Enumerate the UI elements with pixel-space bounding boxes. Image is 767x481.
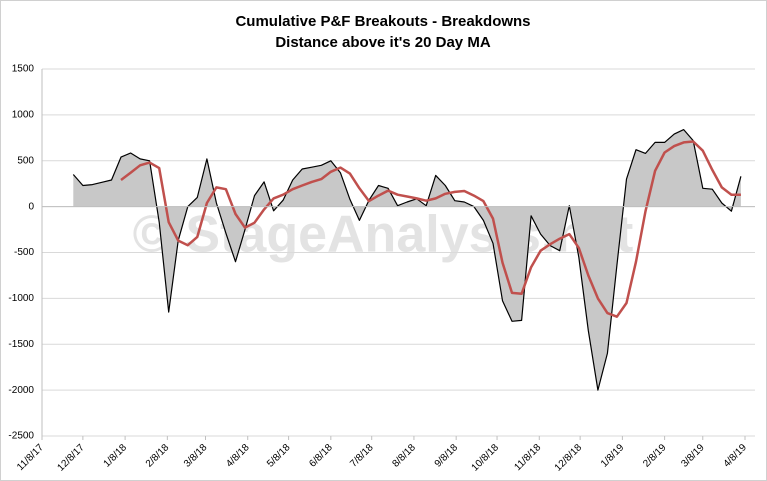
y-tick-label: -2500 — [8, 431, 34, 442]
y-tick-label: -1000 — [8, 293, 34, 304]
y-tick-label: 500 — [17, 155, 34, 166]
y-tick-label: 1500 — [12, 64, 35, 75]
ma-line — [120, 140, 741, 318]
y-tick-label: -500 — [14, 247, 34, 258]
y-tick-label: -1500 — [8, 339, 34, 350]
y-tick-label: -2000 — [8, 385, 34, 396]
area-line — [72, 129, 742, 391]
y-tick-label: 1000 — [12, 110, 35, 121]
area-fill — [73, 129, 741, 391]
y-tick-label: 0 — [28, 201, 34, 212]
chart-title: Cumulative P&F Breakouts - Breakdowns — [235, 13, 530, 30]
chart-subtitle: Distance above it's 20 Day MA — [275, 34, 490, 51]
